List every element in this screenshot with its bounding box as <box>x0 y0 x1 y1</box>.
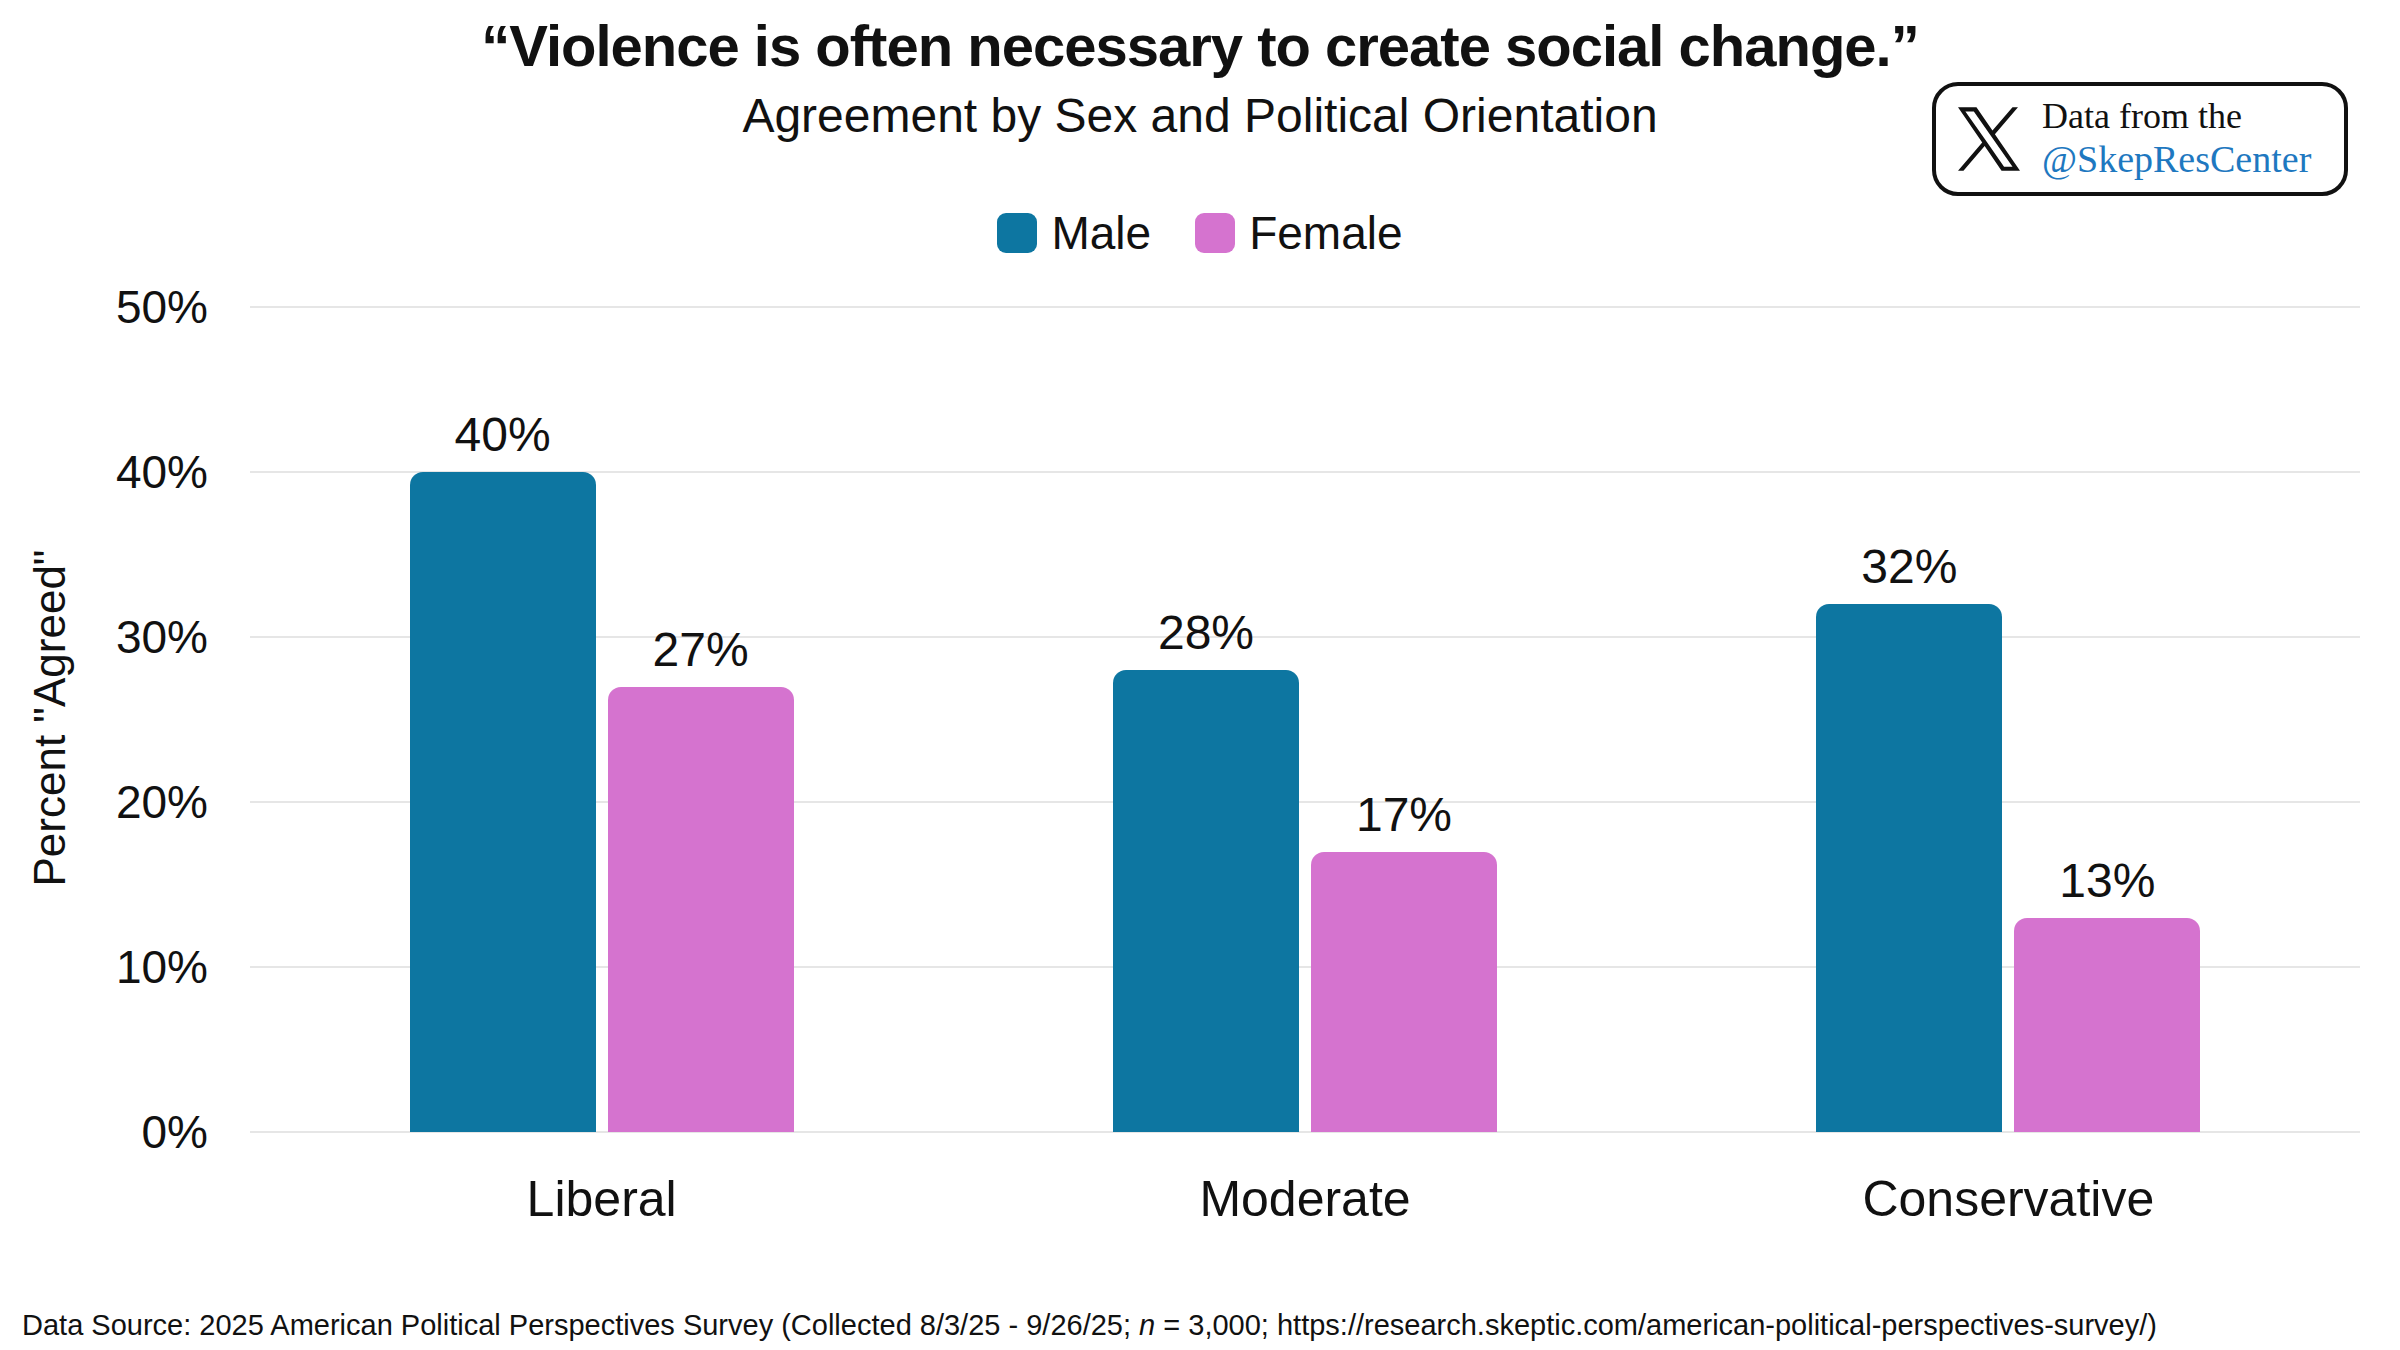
y-tick-10%: 10% <box>116 940 208 994</box>
barwrap-male-liberal: 40% <box>410 307 596 1132</box>
y-axis-title: Percent "Agreed" <box>25 550 75 887</box>
bar-group-moderate: 28%17%Moderate <box>953 307 1656 1132</box>
bar-group-conservative: 32%13%Conservative <box>1657 307 2360 1132</box>
bar-female-moderate <box>1311 852 1497 1133</box>
bar-male-moderate <box>1113 670 1299 1132</box>
y-tick-50%: 50% <box>116 280 208 334</box>
badge-text: Data from the @SkepResCenter <box>2042 96 2311 181</box>
value-label-male-moderate: 28% <box>1158 605 1254 660</box>
legend-label-male: Male <box>1051 206 1151 260</box>
legend: Male Female <box>0 206 2400 260</box>
source-note: Data Source: 2025 American Political Per… <box>22 1309 2157 1342</box>
legend-swatch-female <box>1195 213 1235 253</box>
value-label-female-moderate: 17% <box>1356 787 1452 842</box>
value-label-female-conservative: 13% <box>2059 853 2155 908</box>
barwrap-female-conservative: 13% <box>2014 307 2200 1132</box>
chart-page: “Violence is often necessary to create s… <box>0 0 2400 1350</box>
source-note-prefix: Data Source: 2025 American Political Per… <box>22 1309 1139 1341</box>
x-label-liberal: Liberal <box>250 1170 953 1228</box>
legend-item-female: Female <box>1195 206 1402 260</box>
y-tick-0%: 0% <box>142 1105 208 1159</box>
barwrap-male-conservative: 32% <box>1816 307 2002 1132</box>
source-note-suffix: = 3,000; https://research.skeptic.com/am… <box>1155 1309 2157 1341</box>
legend-item-male: Male <box>997 206 1151 260</box>
bar-male-conservative <box>1816 604 2002 1132</box>
bar-female-conservative <box>2014 918 2200 1133</box>
barwrap-female-liberal: 27% <box>608 307 794 1132</box>
chart-title: “Violence is often necessary to create s… <box>0 12 2400 79</box>
source-badge[interactable]: Data from the @SkepResCenter <box>1932 82 2348 196</box>
legend-swatch-male <box>997 213 1037 253</box>
value-label-male-liberal: 40% <box>455 407 551 462</box>
y-tick-30%: 30% <box>116 610 208 664</box>
y-tick-40%: 40% <box>116 445 208 499</box>
y-tick-20%: 20% <box>116 775 208 829</box>
source-note-n: n <box>1139 1309 1155 1341</box>
bar-group-liberal: 40%27%Liberal <box>250 307 953 1132</box>
bar-female-liberal <box>608 687 794 1133</box>
x-label-moderate: Moderate <box>953 1170 1656 1228</box>
value-label-male-conservative: 32% <box>1861 539 1957 594</box>
badge-caption: Data from the <box>2042 96 2311 137</box>
legend-label-female: Female <box>1249 206 1402 260</box>
barwrap-male-moderate: 28% <box>1113 307 1299 1132</box>
plot-area: 0%10%20%30%40%50%40%27%Liberal28%17%Mode… <box>250 307 2360 1132</box>
value-label-female-liberal: 27% <box>653 622 749 677</box>
bar-male-liberal <box>410 472 596 1132</box>
barwrap-female-moderate: 17% <box>1311 307 1497 1132</box>
x-label-conservative: Conservative <box>1657 1170 2360 1228</box>
x-logo-icon <box>1958 107 2020 171</box>
badge-handle-link[interactable]: @SkepResCenter <box>2042 138 2311 182</box>
